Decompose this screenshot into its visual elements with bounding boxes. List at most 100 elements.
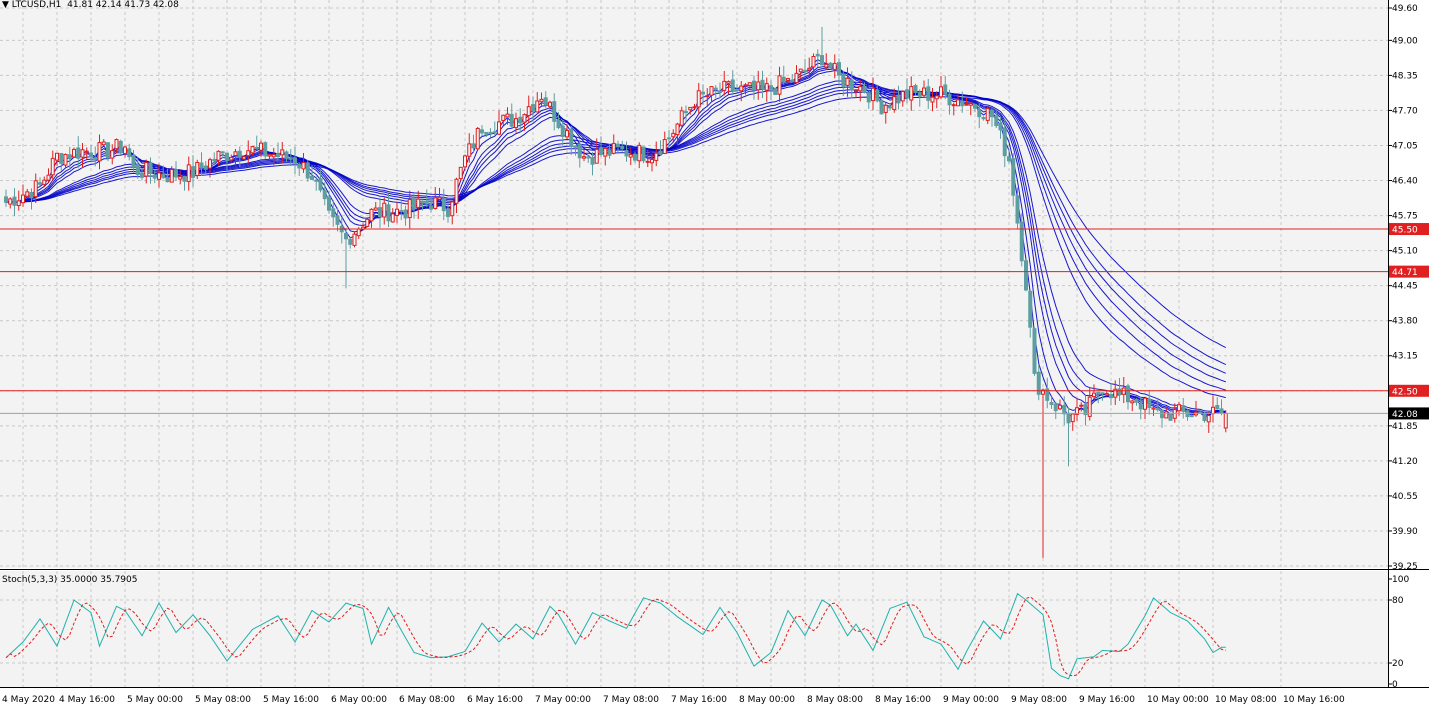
- candle-body: [42, 179, 47, 185]
- candle-body: [1011, 158, 1016, 196]
- candle-body: [679, 110, 684, 126]
- candle-body: [543, 97, 548, 106]
- price-tick-label: 41.20: [1392, 457, 1418, 467]
- candle-body: [752, 80, 756, 91]
- candle-body: [705, 95, 710, 98]
- level-label: 42.50: [1392, 387, 1418, 397]
- candle-body: [263, 142, 268, 157]
- candle-body: [641, 146, 646, 162]
- candle-body: [76, 147, 81, 159]
- time-tick-label: 10 May 16:00: [1283, 695, 1345, 705]
- candle-body: [1164, 411, 1169, 419]
- candle-body: [994, 116, 999, 127]
- candle-body: [713, 87, 718, 91]
- time-tick-label: 9 May 16:00: [1079, 695, 1135, 705]
- candle-body: [407, 199, 412, 219]
- candle-body: [747, 82, 752, 86]
- ma-line: [5, 80, 1226, 399]
- candle-body: [786, 78, 790, 81]
- stoch-main-line: [5, 592, 1226, 680]
- candle-body: [301, 161, 306, 170]
- candle-body: [480, 129, 484, 134]
- candle-body: [284, 151, 289, 159]
- candle-body: [1002, 128, 1007, 157]
- candle-body: [144, 162, 149, 177]
- candle-body: [450, 201, 455, 217]
- candle-body: [1070, 413, 1075, 423]
- candle-body: [454, 178, 459, 204]
- candle-body: [760, 79, 765, 90]
- collapse-marker-icon[interactable]: ▼: [2, 0, 9, 10]
- price-tick-label: 43.15: [1392, 352, 1418, 362]
- candle-body: [628, 154, 633, 158]
- candle-body: [437, 196, 442, 200]
- candle-body: [424, 200, 429, 205]
- candle-body: [471, 143, 476, 149]
- candle-body: [1049, 401, 1054, 405]
- candle-body: [624, 150, 629, 157]
- candle-body: [671, 132, 676, 138]
- price-tick-label: 45.10: [1392, 247, 1418, 257]
- candle-body: [403, 209, 408, 219]
- candle-body: [293, 157, 297, 164]
- candle-body: [794, 72, 799, 84]
- candle-body: [280, 149, 285, 156]
- candle-body: [905, 89, 909, 99]
- candle-body: [535, 100, 540, 113]
- time-tick-label: 7 May 00:00: [535, 695, 591, 705]
- candle-body: [1147, 398, 1152, 409]
- candle-body: [973, 103, 977, 109]
- candle-body: [378, 207, 382, 218]
- candle-body: [913, 84, 918, 93]
- candle-body: [458, 166, 463, 180]
- candle-body: [33, 180, 38, 198]
- candle-body: [998, 123, 1003, 131]
- chart-header: ▼ LTCUSD,H1 41.81 42.14 41.73 42.08: [2, 0, 179, 10]
- price-tick-label: 48.35: [1392, 71, 1418, 81]
- time-tick-label: 10 May 00:00: [1147, 695, 1209, 705]
- candle-body: [1075, 407, 1079, 415]
- candle-body: [195, 161, 200, 177]
- candle-body: [1015, 195, 1020, 224]
- candle-body: [1130, 400, 1135, 404]
- ohlc-readout: 41.81 42.14 41.73 42.08: [67, 0, 179, 10]
- candle-body: [892, 96, 897, 111]
- candle-body: [658, 150, 663, 155]
- candle-body: [968, 103, 973, 106]
- candle-body: [1053, 403, 1058, 412]
- candle-body: [594, 148, 599, 164]
- time-tick-label: 8 May 08:00: [807, 695, 863, 705]
- candle-body: [212, 158, 217, 162]
- candle-body: [50, 157, 55, 176]
- level-label-bg: [1389, 223, 1429, 236]
- time-tick-label: 6 May 00:00: [331, 695, 387, 705]
- candle-body: [522, 114, 527, 123]
- candle-body: [667, 137, 671, 140]
- candle-body: [348, 238, 353, 245]
- candle-body: [764, 83, 769, 91]
- time-tick-label: 7 May 08:00: [603, 695, 659, 705]
- candle-body: [174, 169, 178, 178]
- candle-body: [416, 198, 421, 208]
- time-tick-label: 6 May 16:00: [467, 695, 523, 705]
- candle-body: [1087, 396, 1092, 417]
- candle-body: [84, 150, 89, 153]
- candle-body: [254, 146, 259, 149]
- candle-body: [475, 127, 480, 150]
- candle-body: [603, 147, 608, 157]
- candle-body: [1079, 404, 1084, 407]
- candle-body: [208, 159, 212, 169]
- candle-body: [1066, 412, 1071, 424]
- candle-body: [1117, 388, 1122, 396]
- candle-body: [250, 146, 255, 154]
- candle-body: [637, 144, 642, 162]
- candle-body: [803, 69, 807, 72]
- candle-body: [59, 152, 64, 164]
- candle-body: [8, 198, 13, 205]
- candle-body: [896, 94, 901, 104]
- candle-body: [365, 218, 370, 227]
- candle-body: [114, 139, 119, 150]
- candle-body: [101, 141, 106, 146]
